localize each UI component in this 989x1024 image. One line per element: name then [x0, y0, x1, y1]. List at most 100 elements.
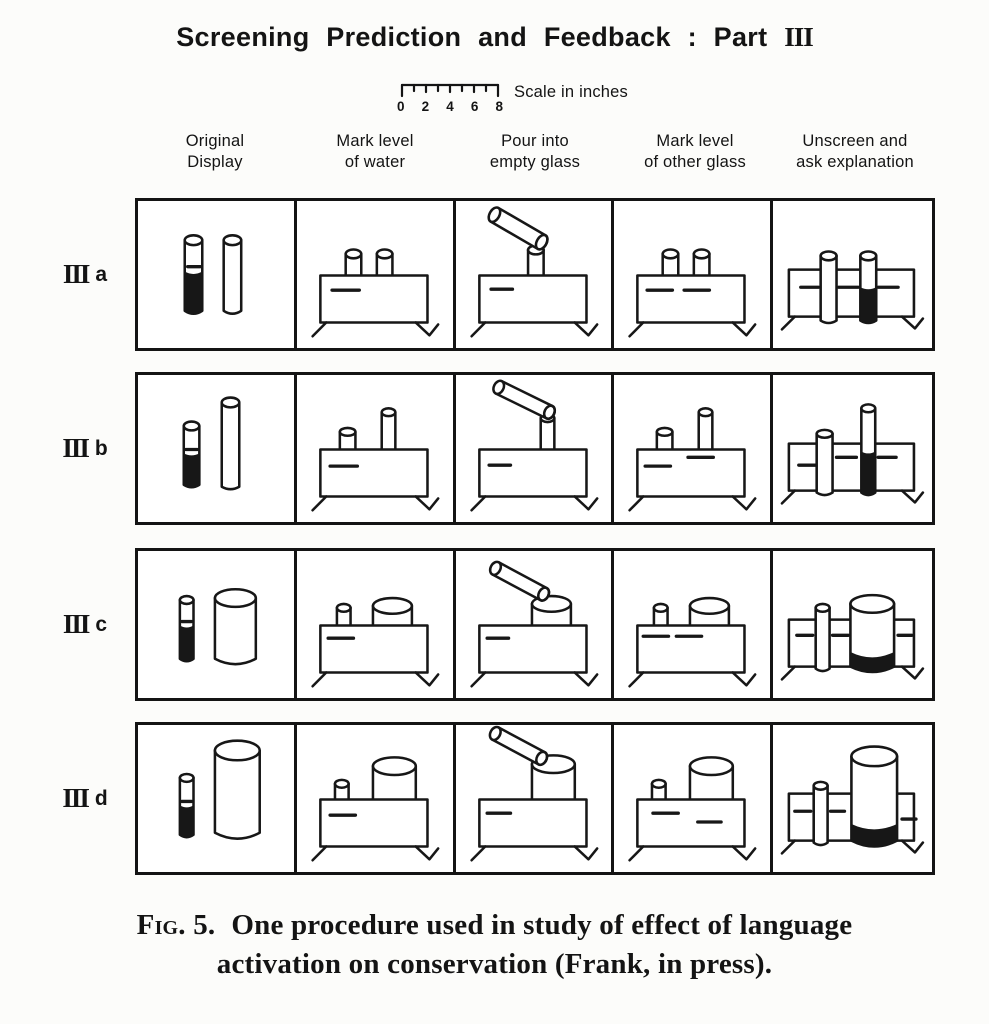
- column-header-mark-level-of-water: Mark level of water: [336, 132, 414, 171]
- drawing-screen-two-tops: [311, 248, 440, 338]
- drawing-two-equal-glasses: [183, 234, 243, 315]
- drawing-screen-two-tops: [311, 756, 440, 862]
- glass-right-with-water: [849, 593, 896, 674]
- panel-IIIa-mark-level-of-water: [297, 201, 456, 348]
- panel-IIIb-mark-level-of-water: [297, 375, 456, 522]
- panel-IIIc-mark-level-of-water: [297, 551, 456, 698]
- drawing-screen-two-marks: [628, 407, 757, 512]
- screen: [311, 274, 440, 338]
- scale-caption: Scale in inches: [514, 83, 628, 101]
- panel-IIIa-unscreen: [773, 201, 932, 348]
- glass-right-empty: [222, 234, 243, 315]
- panel-IIIc-unscreen: [773, 551, 932, 698]
- screen: [469, 448, 599, 512]
- screen: [311, 624, 440, 688]
- scale-tick-labels: 0 2 4 6 8: [397, 99, 503, 114]
- panel-IIIa-pour-into-empty-glass: [456, 201, 615, 348]
- glass-left-empty: [814, 602, 832, 673]
- drawing-unscreened-glasses: [780, 403, 925, 505]
- screen: [628, 274, 757, 338]
- drawing-screen-two-marks: [628, 756, 757, 862]
- drawing-pouring: [469, 379, 599, 512]
- drawing-small-and-large-glass: [178, 739, 261, 840]
- panel-IIId-mark-level-of-other-glass: [614, 725, 774, 872]
- screen: [780, 442, 925, 505]
- row-IIIb: [135, 372, 935, 525]
- pouring-glass: [488, 725, 548, 767]
- glass-left-with-water: [182, 420, 201, 489]
- glass-left-with-water: [178, 772, 195, 839]
- glass-right-empty: [213, 739, 261, 840]
- panel-IIIb-pour-into-empty-glass: [456, 375, 615, 522]
- glass-left-empty: [812, 780, 830, 847]
- panel-IIId-unscreen: [773, 725, 932, 872]
- pouring-glass: [491, 379, 556, 421]
- row-label-IIIb: III b: [62, 433, 108, 463]
- pouring-glass: [488, 560, 550, 602]
- row-label-IIIa: III a: [62, 259, 108, 289]
- pouring-glass: [487, 206, 549, 251]
- row-IIId: [135, 722, 935, 875]
- tick-label: 2: [421, 99, 430, 114]
- glass-left-empty: [819, 250, 839, 325]
- tick-label: 0: [397, 99, 405, 114]
- panel-IIId-mark-level-of-water: [297, 725, 456, 872]
- row-IIIa: [135, 198, 935, 351]
- screen: [628, 798, 757, 862]
- caption-fig-label: Fig. 5.: [136, 909, 216, 941]
- tick-label: 6: [470, 99, 479, 114]
- column-header-original-display: Original Display: [185, 132, 245, 171]
- screen: [628, 624, 757, 688]
- row-label-IIIc: III c: [62, 609, 108, 639]
- panel-IIId-original-display: [138, 725, 297, 872]
- caption-line-2: activation on conservation (Frank, in pr…: [216, 948, 773, 980]
- panel-IIIb-unscreen: [773, 375, 932, 522]
- panel-IIIc-pour-into-empty-glass: [456, 551, 615, 698]
- drawing-screen-two-tops: [311, 596, 440, 688]
- glass-right-with-water: [860, 403, 877, 497]
- figure-title-text: Screening Prediction and Feedback : Part: [176, 22, 768, 52]
- column-header-unscreen-and-ask-explanation: Unscreen and ask explanation: [796, 132, 914, 171]
- panel-IIIb-original-display: [138, 375, 297, 522]
- drawing-unscreened-glasses: [780, 593, 925, 681]
- drawing-unscreened-glasses: [780, 745, 925, 855]
- tick-label: 8: [495, 99, 503, 114]
- glass-right-empty: [213, 587, 258, 666]
- drawing-unscreened-glasses: [780, 250, 925, 331]
- figure-title: Screening Prediction and Feedback : Part…: [0, 22, 989, 53]
- drawing-pouring: [469, 206, 599, 338]
- panel-IIIc-mark-level-of-other-glass: [614, 551, 774, 698]
- tick-label: 4: [446, 99, 454, 114]
- screen: [469, 798, 599, 862]
- glass-left-with-water: [183, 234, 204, 315]
- glass-right-empty: [220, 396, 241, 491]
- glass-right-with-water: [859, 250, 878, 325]
- drawing-pouring: [469, 725, 599, 862]
- screen: [780, 268, 925, 331]
- row-IIIc: [135, 548, 935, 701]
- column-header-mark-level-of-other-glass: Mark level of other glass: [644, 132, 746, 171]
- panel-IIIb-mark-level-of-other-glass: [614, 375, 774, 522]
- drawing-narrow-and-wide-glass: [178, 587, 258, 666]
- drawing-screen-two-tops: [311, 407, 440, 512]
- panel-IIIc-original-display: [138, 551, 297, 698]
- screen: [311, 448, 440, 512]
- column-header-pour-into-empty-glass: Pour into empty glass: [489, 132, 581, 171]
- figure-title-numeral: III: [784, 22, 814, 52]
- glass-left-with-water: [178, 594, 195, 663]
- scale-ruler-icon: [400, 83, 500, 98]
- panel-IIIa-mark-level-of-other-glass: [614, 201, 774, 348]
- drawing-screen-two-marks: [628, 596, 757, 688]
- drawing-screen-two-marks: [628, 248, 757, 338]
- screen: [469, 624, 599, 688]
- drawing-short-and-tall-glass: [182, 396, 241, 491]
- screen: [311, 798, 440, 862]
- figure-caption: Fig. 5. One procedure used in study of ef…: [0, 906, 989, 984]
- panel-IIId-pour-into-empty-glass: [456, 725, 615, 872]
- screen: [469, 274, 599, 338]
- glass-left-empty: [815, 428, 835, 497]
- row-label-IIId: III d: [62, 783, 108, 813]
- caption-line-1: Fig. 5. One procedure used in study of ef…: [136, 909, 853, 941]
- panel-IIIa-original-display: [138, 201, 297, 348]
